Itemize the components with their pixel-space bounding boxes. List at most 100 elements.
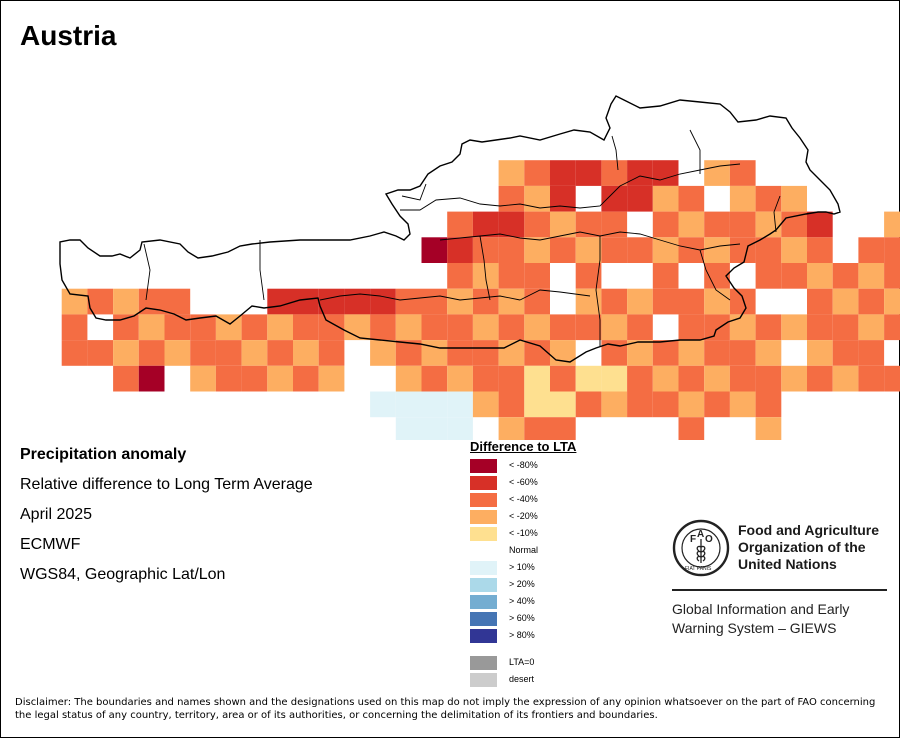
grid-cell <box>729 237 756 263</box>
grid-cell <box>755 391 782 418</box>
grid-cell <box>370 391 396 418</box>
grid-cell <box>575 160 602 186</box>
grid-cell <box>447 391 473 418</box>
grid-cell <box>678 417 705 440</box>
map-title: Austria <box>20 20 117 51</box>
grid-cell <box>370 314 396 341</box>
grid-cell <box>729 314 756 341</box>
fao-name-line-3: United Nations <box>738 556 837 572</box>
grid-cell <box>755 365 782 392</box>
anomaly-grid <box>61 160 900 440</box>
country-border <box>59 95 841 363</box>
grid-cell <box>318 314 345 341</box>
fao-name: Food and Agriculture Organization of the… <box>738 522 879 573</box>
grid-cell <box>652 160 679 186</box>
grid-cell <box>884 365 900 392</box>
grid-cell <box>704 288 730 315</box>
grid-cell <box>550 314 576 341</box>
grid-cell <box>652 237 679 263</box>
grid-cell <box>550 237 576 263</box>
fao-name-line-2: Organization of the <box>738 539 866 555</box>
grid-cell <box>550 365 576 392</box>
legend-label: > 60% <box>509 613 535 623</box>
grid-cell <box>729 160 756 186</box>
grid-cell <box>113 365 139 392</box>
grid-cell <box>858 340 885 366</box>
grid-cell <box>61 314 88 341</box>
grid-cell <box>113 340 139 366</box>
grid-cell <box>498 185 525 212</box>
grid-cell <box>318 288 345 315</box>
legend-swatch <box>470 578 497 592</box>
grid-cell <box>601 237 628 263</box>
grid-cell <box>858 237 885 263</box>
grid-cell <box>447 340 473 366</box>
giews-line-1: Global Information and Early <box>672 601 850 617</box>
grid-cell <box>472 288 499 315</box>
grid-cell <box>498 417 525 440</box>
grid-cell <box>807 340 833 366</box>
grid-cell <box>884 211 900 238</box>
legend-swatch <box>470 476 497 490</box>
grid-cell <box>627 288 653 315</box>
grid-cell <box>524 391 550 418</box>
grid-cell <box>678 314 705 341</box>
grid-cell <box>781 237 807 263</box>
grid-cell <box>472 314 499 341</box>
svg-text:O: O <box>705 534 713 545</box>
grid-cell <box>550 211 576 238</box>
grid-cell <box>601 340 628 366</box>
legend-swatch <box>470 510 497 524</box>
grid-cell <box>729 365 756 392</box>
grid-cell <box>832 288 859 315</box>
grid-cell <box>421 391 448 418</box>
grid-cell <box>729 391 756 418</box>
grid-cell <box>524 340 550 366</box>
grid-cell <box>652 288 679 315</box>
legend-swatch <box>470 459 497 473</box>
grid-cell <box>190 340 216 366</box>
grid-cell <box>421 288 448 315</box>
grid-cell <box>575 365 602 392</box>
grid-cell <box>575 314 602 341</box>
grid-cell <box>678 340 705 366</box>
grid-cell <box>498 211 525 238</box>
grid-cell <box>832 340 859 366</box>
svg-text:A: A <box>697 529 704 540</box>
grid-cell <box>395 417 422 440</box>
grid-cell <box>267 340 293 366</box>
grid-cell <box>627 185 653 212</box>
grid-cell <box>241 314 268 341</box>
grid-cell <box>704 237 730 263</box>
grid-cell <box>370 288 396 315</box>
grid-cell <box>472 211 499 238</box>
grid-cell <box>704 314 730 341</box>
grid-cell <box>241 365 268 392</box>
legend-swatch <box>470 561 497 575</box>
grid-cell <box>807 237 833 263</box>
grid-cell <box>755 185 782 212</box>
grid-cell <box>318 365 345 392</box>
grid-cell <box>807 211 833 238</box>
grid-cell <box>781 185 807 212</box>
grid-cell <box>164 314 191 341</box>
legend-label: < -40% <box>509 494 538 504</box>
grid-cell <box>858 288 885 315</box>
grid-cell <box>884 288 900 315</box>
grid-cell <box>704 391 730 418</box>
fao-name-line-1: Food and Agriculture <box>738 522 880 538</box>
grid-cell <box>215 365 242 392</box>
grid-cell <box>190 365 216 392</box>
grid-cell <box>267 314 293 341</box>
grid-cell <box>395 314 422 341</box>
grid-cell <box>858 365 885 392</box>
legend-label: < -10% <box>509 528 538 538</box>
grid-cell <box>678 288 705 315</box>
grid-cell <box>627 237 653 263</box>
grid-cell <box>524 288 550 315</box>
grid-cell <box>627 314 653 341</box>
info-projection: WGS84, Geographic Lat/Lon <box>20 566 226 583</box>
grid-cell <box>447 237 473 263</box>
grid-cell <box>421 314 448 341</box>
grid-cell <box>652 185 679 212</box>
